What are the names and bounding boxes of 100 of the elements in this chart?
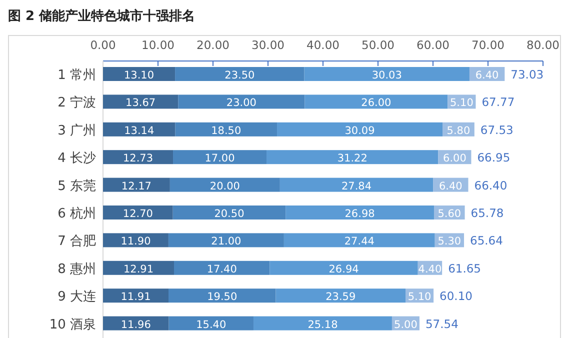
x-tick-label: 30.00 [252, 38, 284, 52]
total-label: 67.53 [480, 122, 514, 137]
x-tick-label: 0.00 [90, 38, 116, 52]
data-label: 5.00 [394, 318, 418, 331]
data-label: 23.00 [226, 97, 256, 110]
bar [168, 288, 276, 303]
data-label: 26.94 [328, 263, 360, 276]
data-label: 12.70 [122, 208, 153, 220]
total-label: 66.95 [477, 150, 510, 165]
bar [168, 233, 284, 248]
y-tick-label: 3 广州 [58, 123, 96, 138]
bar [168, 316, 254, 330]
y-tick-label: 5 东莞 [58, 178, 96, 194]
data-label: 5.10 [408, 291, 432, 304]
y-tick-label: 9 大连 [58, 290, 96, 305]
data-label: 5.30 [438, 236, 462, 248]
bar [103, 206, 173, 220]
bar [178, 94, 305, 109]
bar [103, 233, 168, 248]
total-label: 66.40 [474, 178, 508, 192]
bar [175, 67, 304, 81]
y-tick-label: 4 长沙 [58, 151, 96, 166]
bar [173, 150, 267, 164]
bar [170, 178, 280, 192]
data-label: 17.40 [206, 263, 237, 276]
total-label: 60.10 [440, 289, 472, 304]
total-label: 61.65 [448, 261, 482, 276]
bar [277, 122, 443, 136]
data-label: 13.10 [124, 70, 154, 82]
total-label: 73.03 [510, 68, 544, 82]
bar [276, 288, 406, 303]
data-label: 26.98 [344, 208, 375, 220]
bar [284, 233, 435, 248]
data-label: 17.00 [204, 152, 235, 165]
data-label: 5.10 [450, 97, 474, 110]
total-label: 67.77 [482, 95, 515, 110]
total-label: 57.54 [425, 316, 458, 331]
x-tick-label: 60.00 [416, 38, 450, 52]
y-tick-label: 2 宁波 [58, 94, 96, 111]
bar [286, 206, 434, 220]
data-label: 6.40 [438, 180, 462, 192]
data-label: 23.50 [224, 70, 255, 82]
data-label: 26.00 [361, 97, 392, 110]
bar [103, 94, 178, 109]
x-tick-label: 40.00 [306, 38, 340, 52]
data-label: 4.40 [418, 263, 442, 276]
x-tick-label: 50.00 [362, 38, 394, 52]
bar [174, 260, 270, 275]
data-label: 13.67 [126, 97, 156, 110]
data-label: 12.73 [122, 152, 154, 165]
x-tick-label: 80.00 [526, 38, 560, 52]
bar [103, 122, 176, 136]
y-tick-label: 1 常州 [58, 68, 96, 83]
data-label: 21.00 [211, 236, 242, 248]
bar [172, 206, 286, 220]
bar [103, 67, 176, 81]
bar [266, 150, 438, 164]
y-tick-label: 7 合肥 [58, 234, 96, 250]
data-label: 13.14 [124, 124, 154, 137]
data-label: 31.22 [337, 152, 368, 165]
data-label: 15.40 [196, 318, 226, 331]
data-label: 6.00 [443, 152, 466, 165]
bar [103, 316, 169, 330]
total-label: 65.78 [470, 206, 504, 220]
data-label: 23.59 [326, 291, 356, 304]
data-label: 11.90 [120, 236, 151, 248]
data-label: 20.00 [210, 180, 240, 192]
data-label: 27.84 [341, 180, 372, 192]
data-label: 25.18 [308, 318, 338, 331]
bar [270, 260, 418, 275]
data-label: 12.91 [123, 263, 154, 276]
total-label: 65.64 [470, 234, 503, 248]
bar [103, 178, 170, 192]
data-label: 11.96 [120, 318, 152, 331]
bar [103, 150, 174, 164]
bar [304, 67, 470, 81]
y-tick-label: 10 酒泉 [49, 317, 96, 332]
data-label: 12.17 [121, 180, 152, 192]
x-tick-label: 20.00 [196, 38, 230, 52]
y-tick-label: 6 杭州 [58, 206, 96, 222]
data-label: 20.50 [214, 208, 244, 220]
data-label: 11.91 [120, 291, 151, 304]
data-label: 27.44 [344, 236, 375, 248]
chart-title: 图 2 储能产业特色城市十强排名 [8, 8, 196, 24]
bar [103, 260, 174, 275]
data-label: 30.09 [344, 124, 375, 137]
data-label: 5.80 [446, 124, 470, 137]
bar [175, 122, 278, 136]
bar [280, 178, 434, 192]
bar [103, 288, 169, 303]
data-label: 5.60 [438, 208, 462, 220]
data-label: 6.40 [475, 70, 499, 82]
x-tick-label: 10.00 [142, 38, 174, 52]
data-label: 18.50 [211, 124, 242, 137]
y-tick-label: 8 惠州 [58, 262, 96, 277]
x-tick-label: 70.00 [472, 38, 504, 52]
data-label: 19.50 [207, 291, 238, 304]
bar [253, 316, 392, 330]
data-label: 30.03 [372, 70, 402, 82]
bar [304, 94, 448, 109]
